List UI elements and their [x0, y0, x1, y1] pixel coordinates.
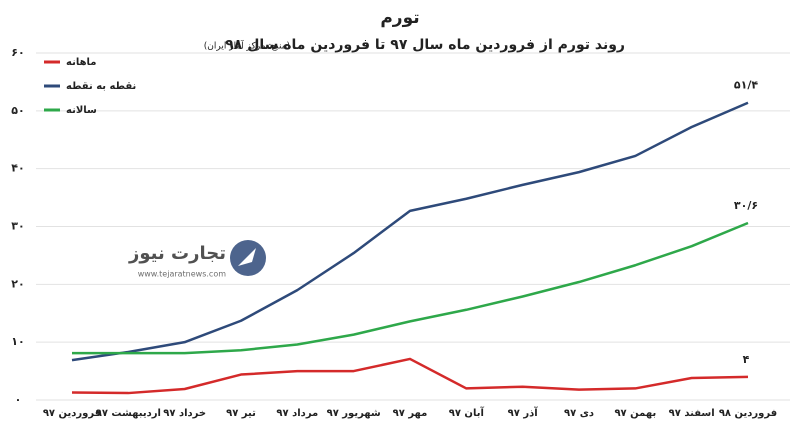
data-label: ۳۰/۶: [734, 199, 758, 212]
x-tick-label: فروردین ۹۷: [43, 408, 101, 419]
chart-title: تورم: [380, 8, 419, 28]
series-line: [71, 357, 749, 395]
watermark-logo-mark: [238, 248, 256, 266]
x-tick-label: آبان ۹۷: [449, 406, 485, 419]
chart-subtitle: روند تورم از فروردین ماه سال ۹۷ تا فرورد…: [225, 37, 625, 53]
x-tick-label: شهریور ۹۷: [327, 408, 381, 419]
watermark: تجارت نیوز www.tejaratnews.com: [128, 240, 266, 279]
x-tick-label: اردیبهشت ۹۷: [96, 408, 161, 419]
x-tick-label: فروردین ۹۸: [719, 408, 777, 419]
y-tick-label: ۰: [15, 393, 22, 406]
x-tick-label: خرداد ۹۷: [163, 408, 206, 419]
series-line: [72, 221, 749, 355]
x-tick-label: تیر ۹۷: [226, 408, 256, 419]
watermark-url: www.tejaratnews.com: [138, 270, 226, 279]
x-tick-label: آذر ۹۷: [508, 406, 539, 419]
x-tick-label: مرداد ۹۷: [276, 408, 318, 419]
y-tick-label: ۵۰: [11, 104, 24, 117]
x-tick-label: مهر ۹۷: [393, 408, 428, 419]
y-tick-label: ۴۰: [11, 162, 24, 175]
data-label: ۵۱/۴: [734, 79, 758, 92]
watermark-name: تجارت نیوز: [128, 243, 226, 264]
x-tick-label: بهمن ۹۷: [614, 408, 656, 419]
y-tick-label: ۱۰: [11, 335, 24, 348]
data-label: ۴: [743, 353, 750, 366]
y-tick-label: ۲۰: [11, 277, 24, 290]
source-note: (منبع: مرکز آمار ایران): [204, 40, 290, 52]
y-tick-label: ۳۰: [11, 220, 24, 233]
series-line: [71, 101, 749, 362]
legend-label: سالانه: [66, 105, 97, 116]
legend-label: نقطه به نقطه: [66, 81, 136, 92]
y-tick-label: ۶۰: [11, 46, 24, 59]
legend-label: ماهانه: [66, 57, 96, 68]
x-tick-label: دی ۹۷: [564, 408, 594, 419]
x-tick-label: اسفند ۹۷: [669, 408, 715, 419]
